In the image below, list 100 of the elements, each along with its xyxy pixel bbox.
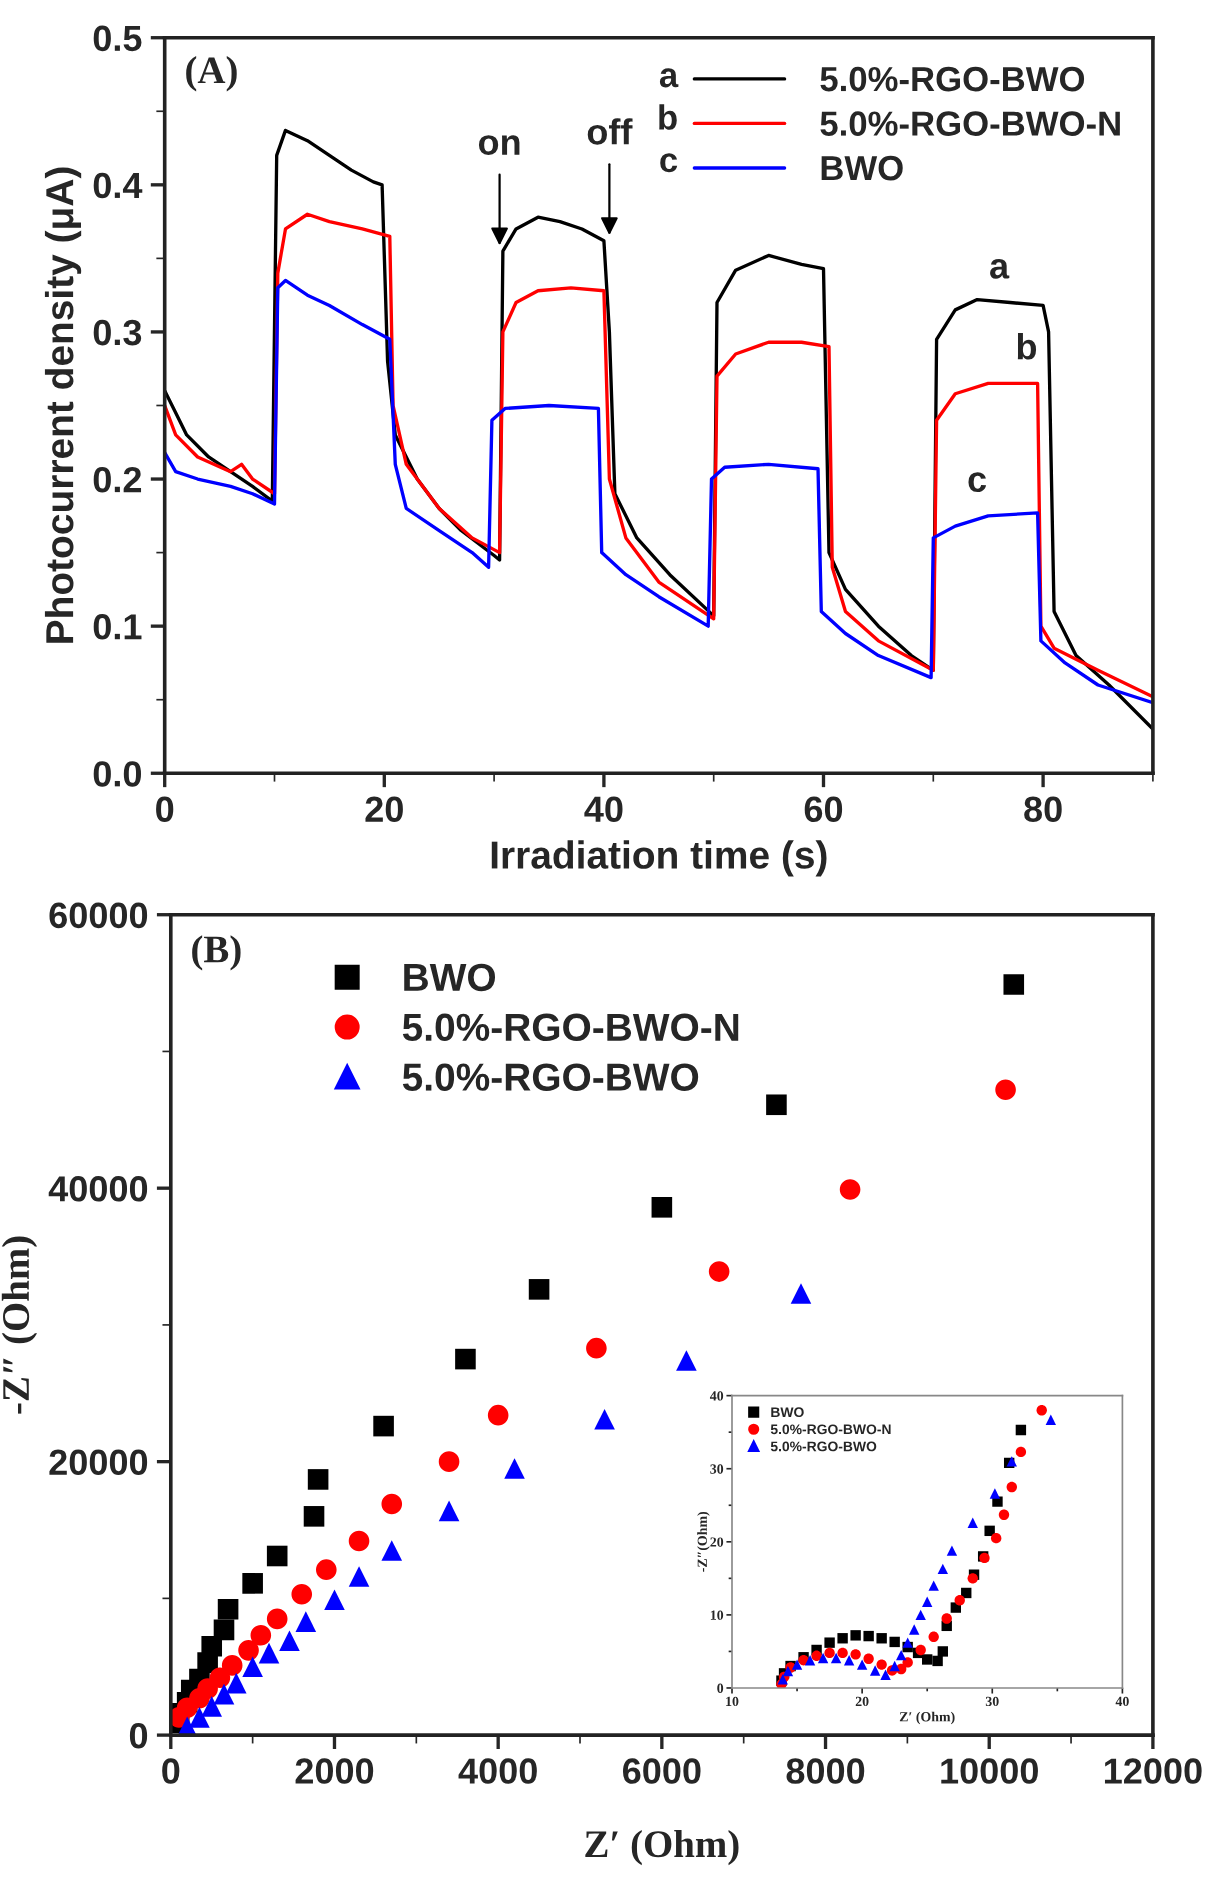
- y-tick-label: 0: [129, 1722, 148, 1749]
- y-tick-label: 0.0: [93, 761, 141, 787]
- point: [586, 1337, 607, 1359]
- legend-label: 5.0%-RGO-BWO: [402, 1063, 699, 1091]
- point: [984, 1525, 995, 1537]
- point: [438, 1500, 460, 1522]
- annotation: b: [659, 104, 677, 130]
- point: [824, 1647, 835, 1659]
- point: [863, 1630, 874, 1642]
- point: [932, 1655, 943, 1667]
- point: [824, 1637, 835, 1648]
- x-tick-label: 12000: [1104, 1758, 1202, 1784]
- point: [250, 1625, 272, 1646]
- point: [817, 1652, 829, 1664]
- point: [937, 1646, 949, 1657]
- point: [908, 1624, 920, 1635]
- point: [876, 1633, 887, 1644]
- point: [1015, 1424, 1027, 1436]
- point: [837, 1647, 848, 1659]
- point: [303, 1506, 325, 1527]
- point: [922, 1654, 933, 1665]
- y-tick-label: 0.2: [93, 466, 142, 493]
- point: [291, 1583, 313, 1605]
- point: [487, 1404, 509, 1426]
- x-tick-label: 8000: [786, 1758, 865, 1784]
- point: [528, 1279, 550, 1300]
- x-tick-label: 4000: [458, 1758, 537, 1784]
- point: [676, 1350, 697, 1371]
- annotation: off: [587, 118, 633, 145]
- x-tick-label: 20: [365, 796, 403, 823]
- point: [954, 1595, 965, 1606]
- point: [791, 1659, 803, 1670]
- annotation: c: [660, 153, 678, 173]
- point: [594, 1408, 615, 1430]
- x-tick-label: 60: [804, 796, 843, 823]
- point: [967, 1517, 978, 1528]
- y-tick-label: 0.4: [93, 172, 143, 199]
- point: [455, 1348, 476, 1370]
- point: [869, 1665, 881, 1676]
- point: [201, 1696, 223, 1717]
- point: [830, 1652, 842, 1664]
- point: [279, 1630, 300, 1652]
- point: [225, 1672, 247, 1694]
- point: [348, 1566, 370, 1587]
- point: [295, 1611, 317, 1632]
- point: [1036, 1405, 1047, 1416]
- y-tick-label: 0.1: [93, 614, 142, 640]
- legend-label: BWO: [404, 963, 496, 992]
- point: [266, 1545, 288, 1567]
- annotation: a: [659, 68, 679, 88]
- point: [928, 1580, 939, 1591]
- point: [850, 1649, 861, 1660]
- point: [238, 1640, 259, 1661]
- point: [1015, 1446, 1027, 1458]
- point: [324, 1589, 345, 1611]
- point: [990, 1532, 1002, 1544]
- x-tick-label: 0: [162, 1758, 180, 1784]
- point: [804, 1655, 816, 1666]
- point: [902, 1637, 913, 1648]
- point: [880, 1669, 891, 1681]
- y-tick-label: 40000: [48, 1176, 148, 1202]
- y-tick-label: 20000: [49, 1449, 148, 1476]
- annotation: on: [478, 135, 520, 155]
- point: [895, 1649, 907, 1661]
- x-axis-title: Z′ (Ohm): [585, 1829, 739, 1866]
- point: [242, 1573, 263, 1594]
- point: [221, 1655, 243, 1676]
- point: [902, 1657, 913, 1668]
- annotation: (A): [186, 56, 237, 92]
- point: [381, 1493, 403, 1515]
- annotation: b: [1017, 333, 1037, 360]
- annotation: (B): [192, 935, 241, 971]
- point: [839, 1179, 861, 1200]
- point: [651, 1197, 673, 1218]
- point: [348, 1530, 370, 1552]
- point: [708, 1261, 730, 1282]
- point: [889, 1660, 900, 1672]
- point: [1006, 1481, 1017, 1493]
- y-tick-label: 60000: [49, 902, 148, 929]
- point: [946, 1545, 958, 1556]
- point: [837, 1633, 848, 1644]
- y-axis-title: -Z″ (Ohm): [1, 1236, 38, 1414]
- point: [266, 1608, 288, 1630]
- point: [941, 1613, 952, 1624]
- point: [504, 1458, 525, 1479]
- point: [856, 1659, 868, 1670]
- x-tick-label: 0: [156, 796, 174, 823]
- legend-label: BWO: [821, 155, 903, 181]
- point: [258, 1642, 280, 1664]
- point: [217, 1599, 239, 1620]
- point: [843, 1655, 855, 1666]
- point: [242, 1656, 263, 1678]
- point: [863, 1653, 874, 1664]
- x-axis-title: Irradiation time (s): [491, 840, 827, 877]
- point: [915, 1609, 926, 1621]
- point: [766, 1094, 787, 1116]
- x-tick-label: 80: [1024, 796, 1062, 823]
- point: [790, 1283, 812, 1304]
- point: [989, 1488, 1001, 1499]
- point: [928, 1631, 939, 1643]
